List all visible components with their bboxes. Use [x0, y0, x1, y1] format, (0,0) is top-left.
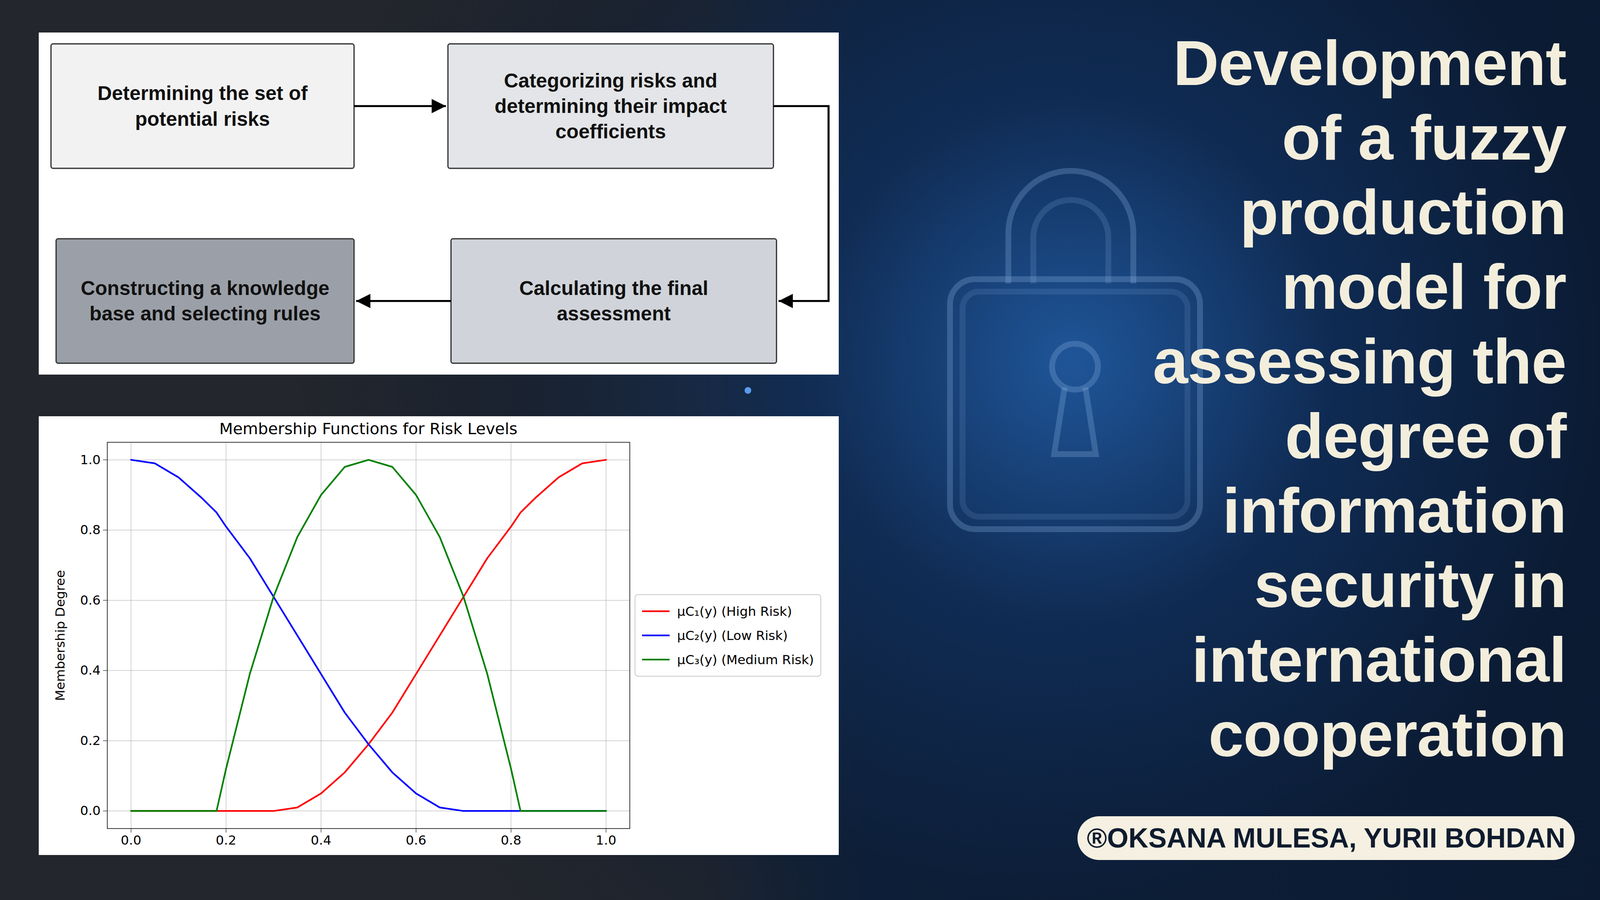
- svg-text:Categorizing risks and: Categorizing risks and: [504, 69, 718, 92]
- svg-text:0.0: 0.0: [120, 832, 142, 848]
- svg-text:base and selecting rules: base and selecting rules: [89, 302, 321, 325]
- svg-text:0.4: 0.4: [310, 832, 332, 848]
- svg-text:Membership Degree: Membership Degree: [52, 570, 68, 701]
- svg-text:0.8: 0.8: [500, 832, 522, 848]
- html-text:security in: security in: [1254, 549, 1567, 621]
- svg-text:Determining the set of: Determining the set of: [97, 82, 308, 105]
- html-text:μC₂(y) (Low Risk): μC₂(y) (Low Risk): [677, 627, 788, 643]
- svg-text:determining their impact: determining their impact: [494, 95, 727, 118]
- svg-text:coefficients: coefficients: [555, 120, 666, 143]
- svg-text:Calculating the final: Calculating the final: [519, 277, 709, 300]
- html-text:Development: Development: [1173, 27, 1567, 99]
- svg-text:1.0: 1.0: [595, 832, 617, 848]
- svg-text:0.6: 0.6: [405, 832, 427, 848]
- html-text:μC₃(y) (Medium Risk): μC₃(y) (Medium Risk): [677, 651, 814, 667]
- svg-text:1.0: 1.0: [80, 452, 101, 468]
- html-text:production: production: [1239, 176, 1567, 248]
- html-text:assessing the: assessing the: [1152, 325, 1567, 397]
- html-text:®OKSANA MULESA, YURII BOHDAN: ®OKSANA MULESA, YURII BOHDAN: [1086, 822, 1566, 854]
- html-text:international: international: [1191, 624, 1567, 695]
- svg-text:0.8: 0.8: [80, 522, 101, 538]
- svg-text:0.6: 0.6: [80, 592, 101, 608]
- html-text:μC₁(y) (High Risk): μC₁(y) (High Risk): [677, 603, 792, 619]
- html-text:Membership Functions for Risk: Membership Functions for Risk Levels: [219, 419, 518, 438]
- html-text:information: information: [1222, 475, 1567, 546]
- svg-text:potential risks: potential risks: [135, 107, 270, 130]
- html-text:cooperation: cooperation: [1208, 698, 1567, 770]
- svg-text:0.0: 0.0: [80, 802, 101, 818]
- svg-text:0.2: 0.2: [215, 832, 237, 848]
- svg-text:0.2: 0.2: [80, 732, 101, 748]
- html-text:of a fuzzy: of a fuzzy: [1281, 102, 1567, 173]
- svg-text:0.4: 0.4: [80, 662, 101, 678]
- svg-text:Constructing a knowledge: Constructing a knowledge: [80, 277, 330, 300]
- html-text:degree of: degree of: [1284, 400, 1567, 472]
- svg-text:assessment: assessment: [556, 302, 671, 325]
- html-text:model for: model for: [1281, 251, 1567, 323]
